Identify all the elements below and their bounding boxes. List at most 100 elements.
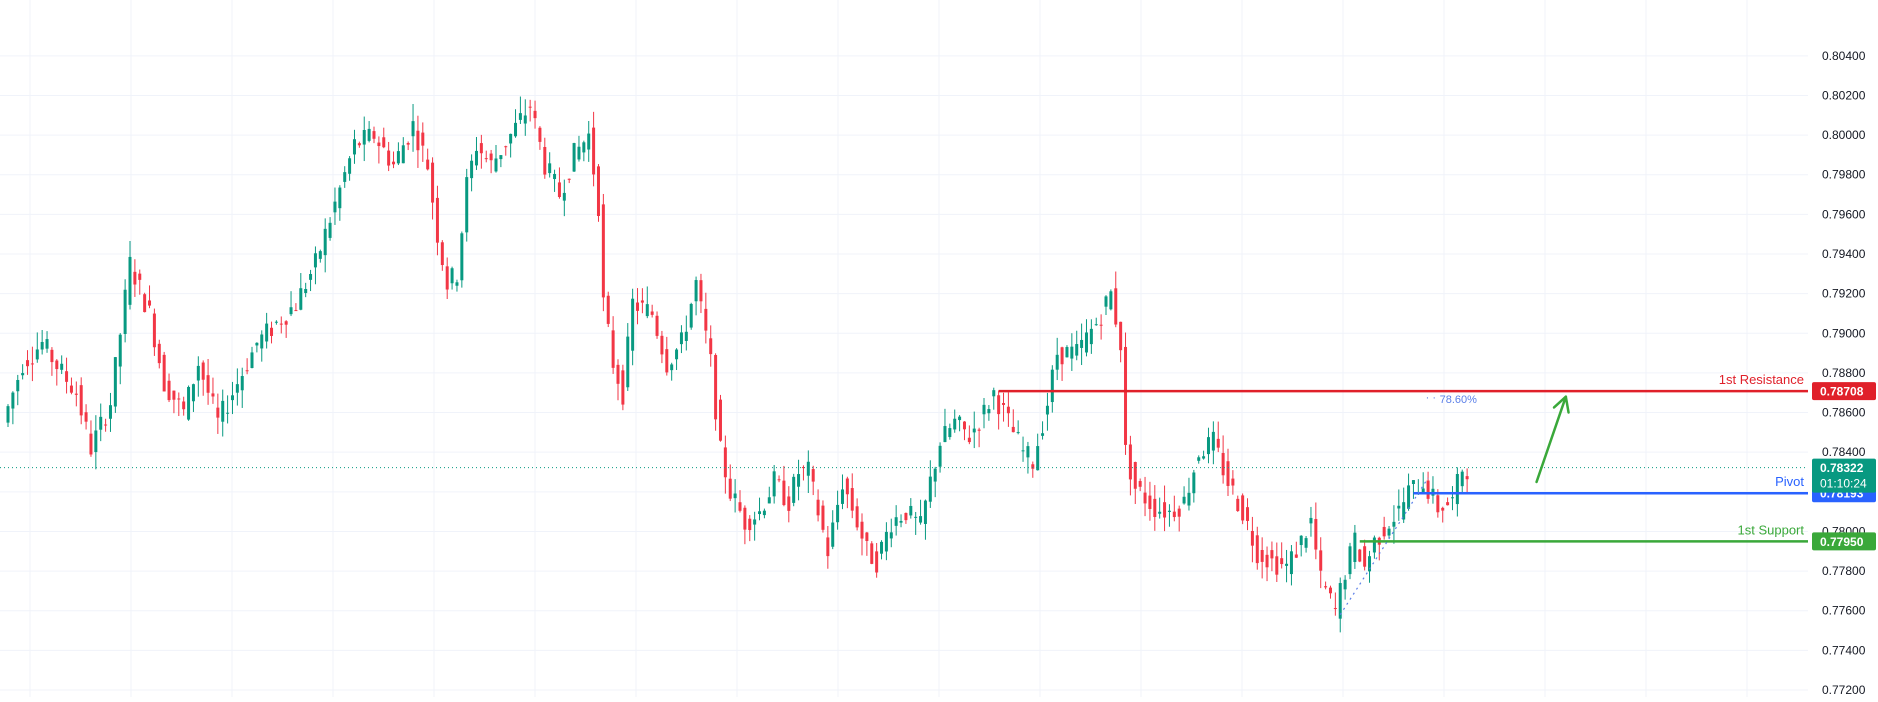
candle-body	[455, 282, 459, 286]
candle-body	[401, 145, 405, 164]
pivot-label: Pivot	[1775, 474, 1804, 489]
candle-body	[1172, 511, 1176, 518]
candle-body	[1070, 346, 1074, 359]
candle-body	[948, 428, 952, 438]
last-price-text: 0.78322	[1820, 461, 1864, 475]
up-arrow-shaft[interactable]	[1535, 395, 1568, 484]
candle-body	[1407, 485, 1411, 509]
candle-body	[348, 158, 352, 174]
candle-body	[104, 424, 108, 426]
candle-body	[69, 385, 73, 393]
candle-body	[1055, 354, 1059, 370]
candle-body	[250, 352, 254, 368]
candle-body	[1143, 492, 1147, 504]
candle-body	[1114, 288, 1118, 325]
up-arrow-head[interactable]	[1552, 395, 1570, 414]
candle-body	[294, 310, 298, 312]
candle-body	[1260, 549, 1264, 562]
candle-body	[1016, 432, 1020, 434]
candle-body	[1446, 502, 1450, 506]
candle-body	[1031, 464, 1035, 469]
candle-body	[16, 379, 20, 392]
candle-body	[367, 128, 371, 141]
candle-body	[767, 497, 771, 504]
candle-body	[509, 133, 513, 144]
candle-body	[1158, 511, 1162, 514]
candle-body	[640, 300, 644, 303]
candle-body	[1202, 456, 1206, 459]
candle-body	[382, 137, 386, 148]
candle-body	[865, 532, 869, 542]
candle-body	[1309, 517, 1313, 524]
candle-body	[411, 121, 415, 137]
candle-body	[1455, 474, 1459, 505]
candle-body	[596, 166, 600, 216]
y-tick-label: 0.79400	[1822, 247, 1866, 261]
candle-body	[323, 228, 327, 256]
candle-body	[362, 129, 366, 145]
candle-body	[279, 323, 283, 325]
candle-body	[460, 233, 464, 281]
y-tick-label: 0.77400	[1822, 643, 1866, 657]
candle-body	[1026, 446, 1030, 458]
candle-body	[679, 332, 683, 345]
candle-body	[1421, 488, 1425, 494]
candle-body	[172, 390, 176, 400]
candle-body	[567, 178, 571, 180]
candle-body	[235, 384, 239, 393]
candle-body	[260, 334, 264, 349]
candle-body	[777, 479, 781, 481]
candle-body	[1075, 344, 1079, 356]
candle-body	[626, 336, 630, 388]
candle-body	[55, 360, 59, 370]
candle-body	[787, 496, 791, 511]
candle-body	[196, 365, 200, 381]
candle-body	[1465, 476, 1469, 480]
candle-body	[587, 133, 591, 150]
candle-body	[880, 541, 884, 554]
candle-body	[421, 132, 425, 146]
candle-body	[543, 146, 547, 175]
candle-body	[1163, 502, 1167, 518]
candle-body	[660, 335, 664, 355]
candle-body	[1392, 521, 1396, 527]
candle-body	[636, 302, 640, 311]
candle-body	[928, 476, 932, 502]
candle-body	[562, 192, 566, 201]
candle-body	[118, 334, 122, 367]
candle-body	[1255, 535, 1259, 564]
candle-body	[1099, 324, 1103, 326]
candle-body	[1231, 478, 1235, 486]
candle-body	[343, 172, 347, 182]
candle-body	[811, 469, 815, 482]
candle-body	[1265, 554, 1269, 568]
candle-body	[465, 177, 469, 233]
candle-body	[450, 268, 454, 284]
candle-body	[528, 106, 532, 108]
price-axis[interactable]: 0.772000.774000.776000.778000.780000.782…	[1812, 49, 1876, 697]
candle-body	[718, 399, 722, 441]
y-tick-label: 0.80200	[1822, 88, 1866, 102]
candle-body	[1021, 450, 1025, 452]
candle-body	[157, 343, 161, 364]
candle-body	[1065, 347, 1069, 358]
candle-body	[1226, 461, 1230, 486]
candle-body	[962, 421, 966, 430]
candle-body	[372, 131, 376, 139]
candle-body	[162, 354, 166, 392]
y-tick-label: 0.78400	[1822, 445, 1866, 459]
candle-body	[904, 512, 908, 521]
candle-body	[1094, 324, 1098, 326]
candle-body	[1441, 507, 1445, 511]
candle-body	[1368, 556, 1372, 572]
candle-body	[1324, 586, 1328, 588]
candle-body	[689, 303, 693, 328]
candle-body	[255, 342, 259, 346]
candle-body	[177, 398, 181, 400]
candle-body	[1387, 528, 1391, 536]
candle-body	[1426, 480, 1430, 499]
candle-body	[1089, 328, 1093, 345]
candle-body	[74, 393, 78, 395]
